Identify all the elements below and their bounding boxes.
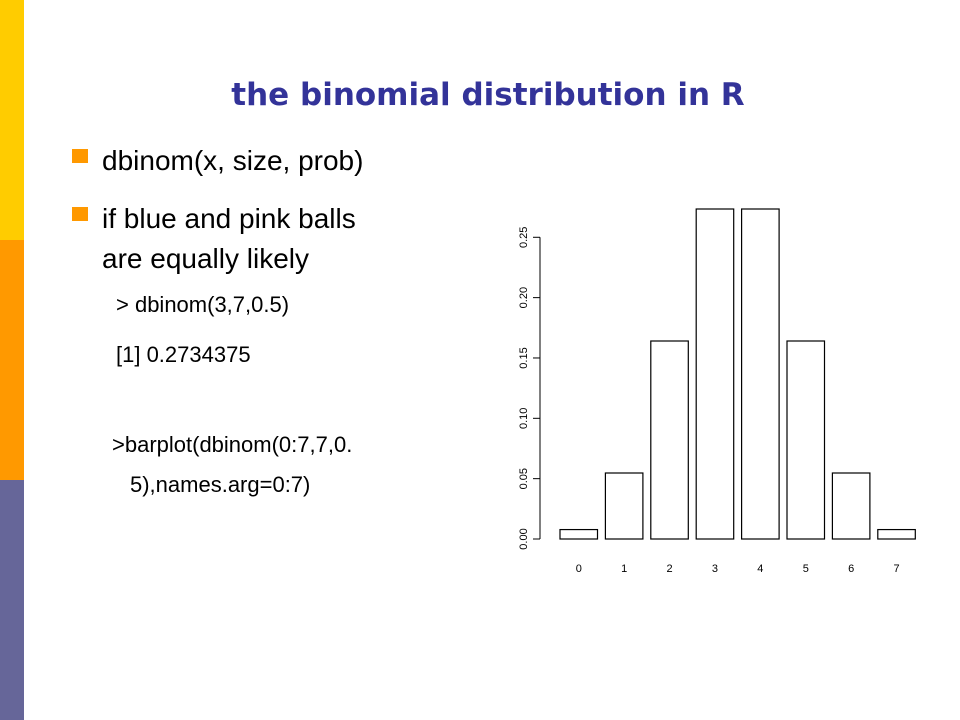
bar bbox=[877, 528, 916, 540]
code-line: >barplot(dbinom(0:7,7,0. bbox=[112, 432, 352, 457]
bar bbox=[604, 472, 644, 540]
bar bbox=[650, 340, 689, 540]
bullet-icon bbox=[72, 207, 88, 221]
x-tick-label: 4 bbox=[757, 563, 763, 575]
title: the binomial distribution in R bbox=[231, 77, 745, 113]
bar bbox=[786, 340, 826, 540]
y-tick-label: 0.20 bbox=[518, 287, 530, 308]
bullet: dbinom(x, size, prob) bbox=[102, 145, 363, 176]
y-tick-label: 0.10 bbox=[518, 408, 530, 429]
bar bbox=[831, 472, 871, 540]
code-line: > dbinom(3,7,0.5) bbox=[116, 292, 289, 317]
stripe bbox=[0, 0, 24, 240]
x-tick-label: 3 bbox=[712, 563, 718, 575]
y-tick-label: 0.25 bbox=[518, 227, 530, 248]
x-tick-label: 1 bbox=[621, 563, 627, 575]
x-tick-label: 6 bbox=[848, 563, 854, 575]
y-tick-label: 0.00 bbox=[518, 528, 530, 549]
stripe bbox=[0, 240, 24, 480]
bar bbox=[695, 208, 735, 540]
chart: 0.00 0.05 0.10 0.15 0.20 0.25 0 1 2 3 4 5 6 7 bbox=[518, 208, 916, 575]
code-line: 5),names.arg=0:7) bbox=[130, 472, 310, 497]
code-line: [1] 0.2734375 bbox=[116, 342, 251, 367]
x-tick-label: 0 bbox=[576, 563, 582, 575]
y-tick-label: 0.15 bbox=[518, 347, 530, 368]
bar bbox=[559, 528, 599, 540]
bullet: if blue and pink balls are equally likely bbox=[102, 203, 356, 274]
bar bbox=[740, 208, 780, 540]
stripe bbox=[0, 480, 24, 720]
x-tick-label: 7 bbox=[893, 563, 899, 575]
x-tick-label: 2 bbox=[666, 563, 672, 575]
x-tick-label: 5 bbox=[803, 563, 809, 575]
y-tick-label: 0.05 bbox=[518, 468, 530, 489]
bullet-icon bbox=[72, 149, 88, 163]
